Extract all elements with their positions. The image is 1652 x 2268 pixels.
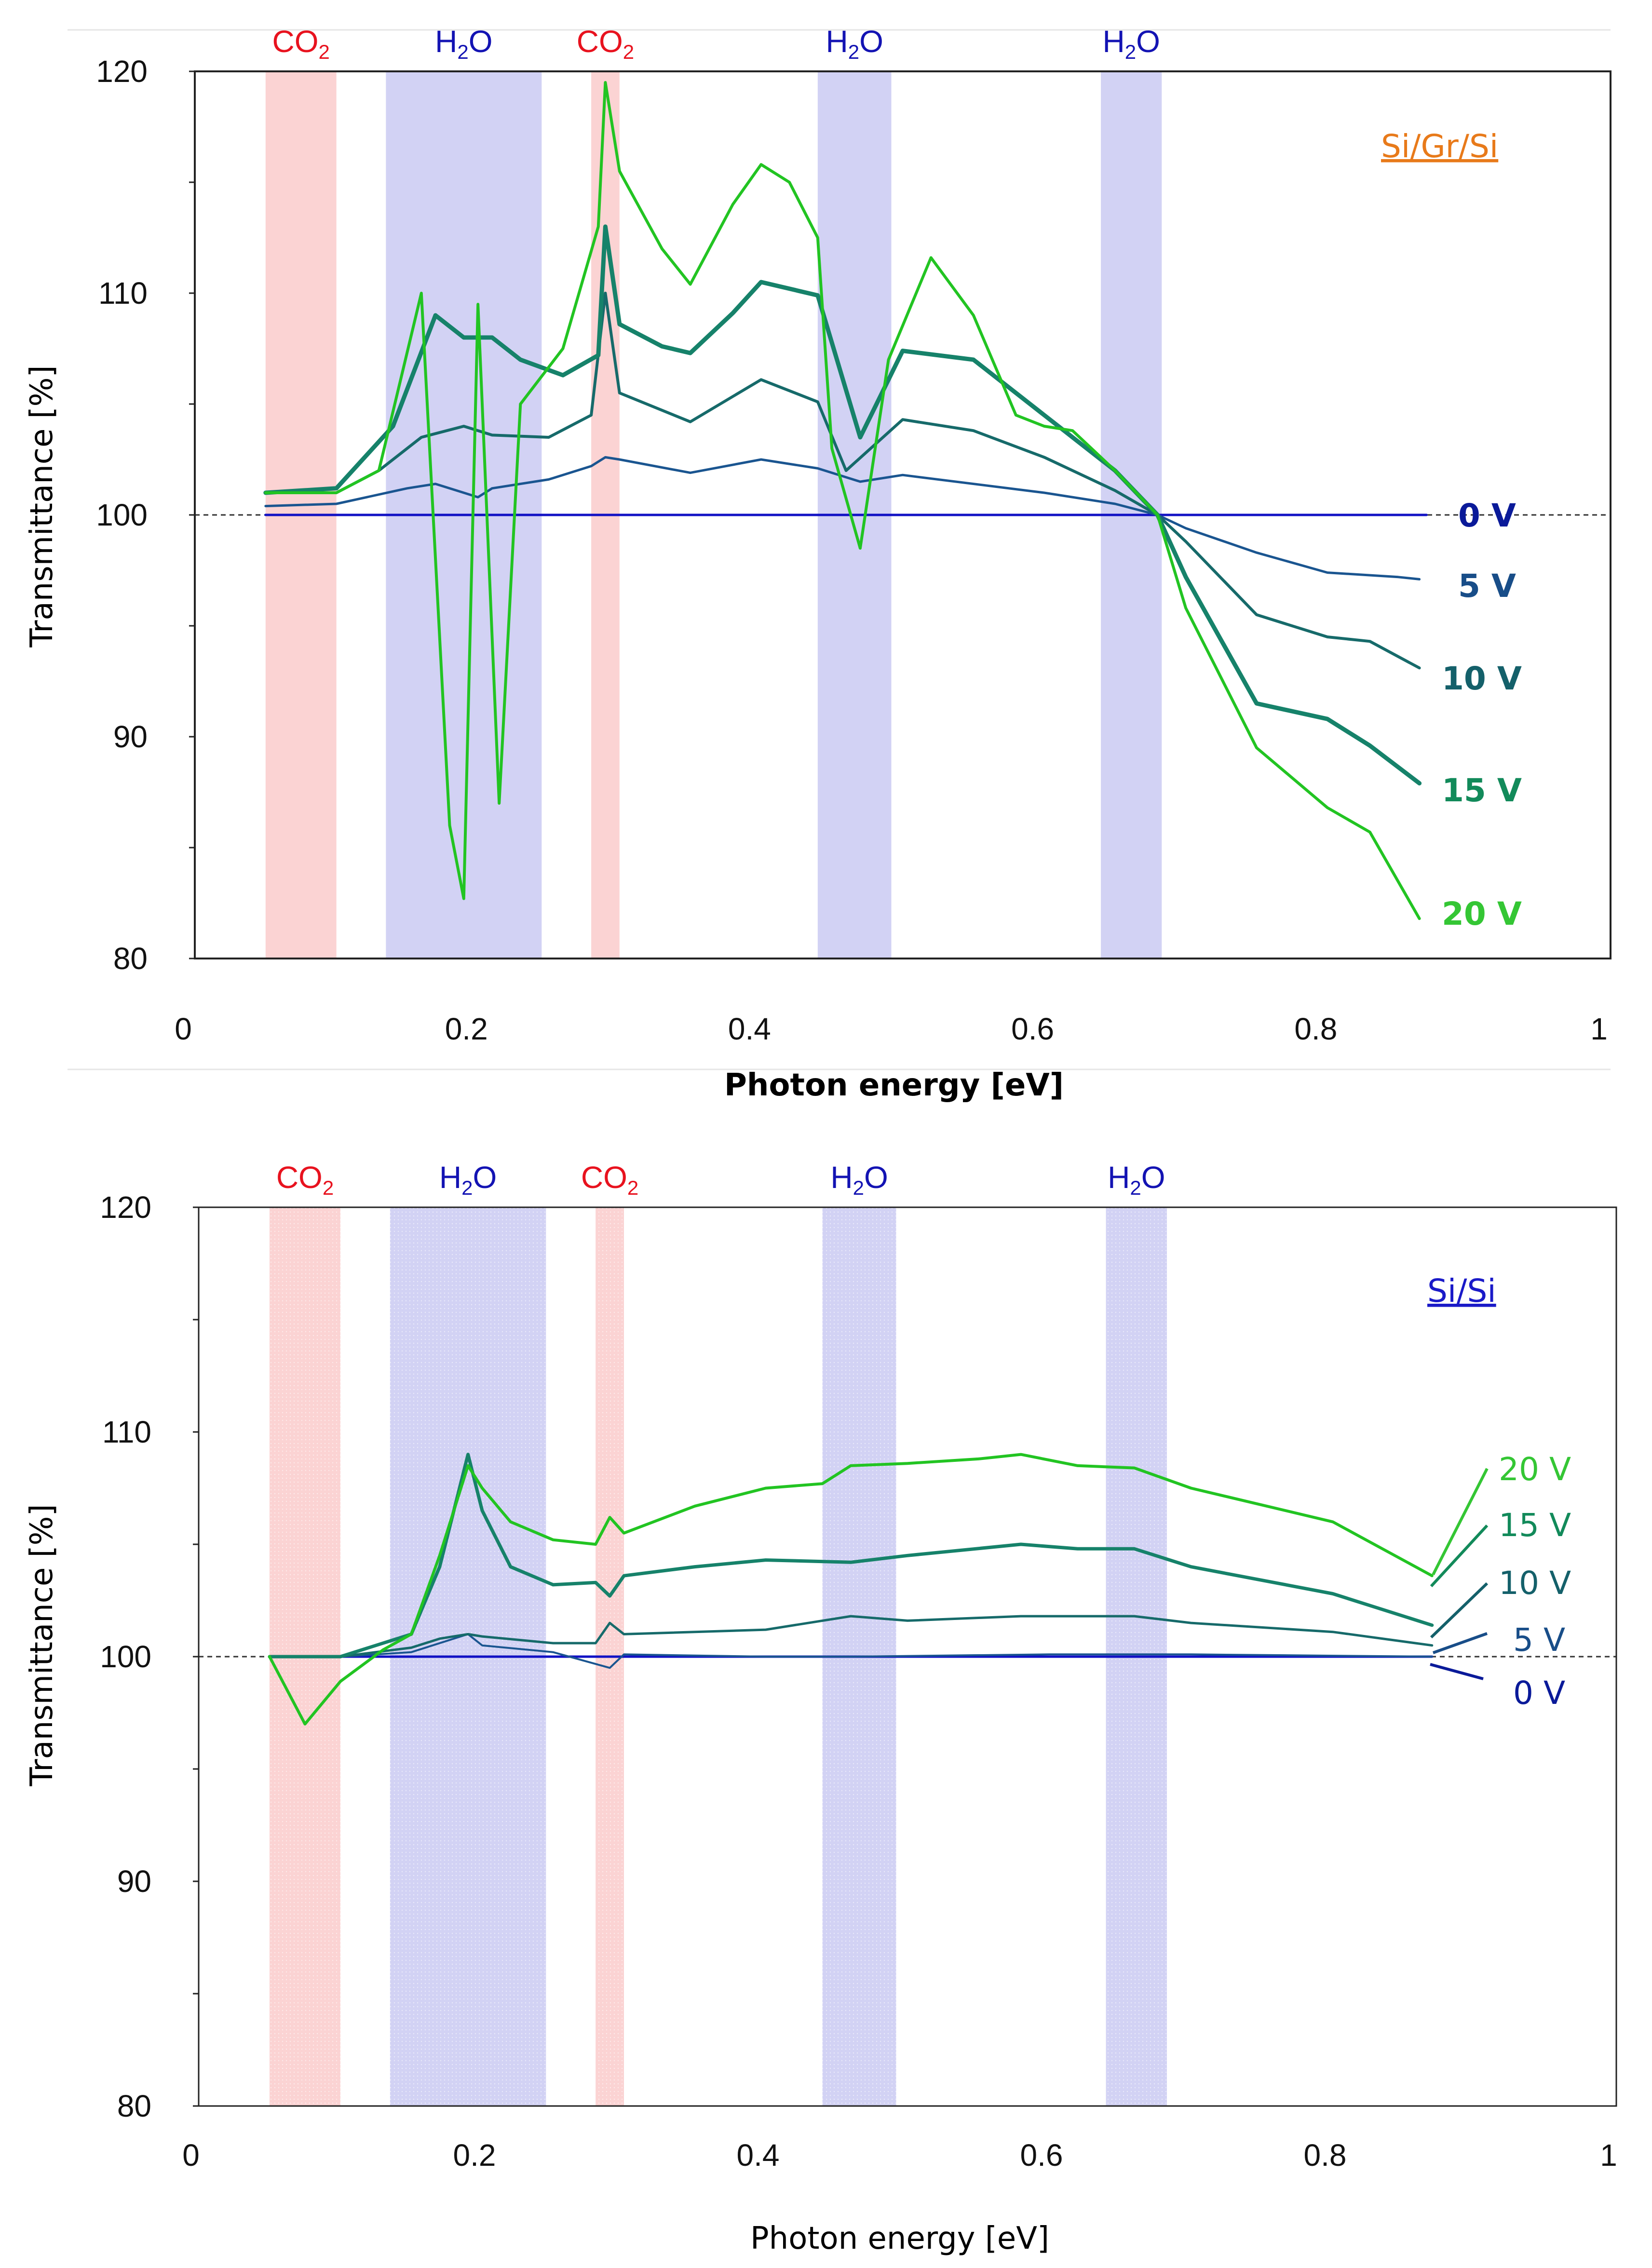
x-tick-label: 0.2 <box>445 1012 488 1046</box>
y-tick-label: 90 <box>113 719 148 754</box>
series-labels: 20 V 15 V 10 V 5 V 0 V <box>1499 1451 1571 1712</box>
axes-ticks <box>193 1206 199 2107</box>
y-tick-labels: 80 90 100 110 120 <box>96 54 148 976</box>
x-tick-label: 0.6 <box>1020 2138 1063 2173</box>
arrow-20v <box>1432 1468 1489 1576</box>
x-axis-label: Photon energy [eV] <box>724 1067 1064 1103</box>
axes-ticks <box>189 70 195 959</box>
band-label-h2o: H2O <box>435 24 492 63</box>
x-tick-labels: 0 0.2 0.4 0.6 0.8 1 <box>175 1012 1608 1046</box>
series-lines <box>263 81 1428 920</box>
arrow-5v <box>1432 1632 1488 1654</box>
x-axis-label: Photon energy [eV] <box>750 2221 1049 2256</box>
chart-panel-si-gr-si: 80 90 100 110 120 0 0.2 0.4 0.6 0.8 1 CO… <box>24 24 1611 1103</box>
series-line-v5 <box>269 1633 1433 1669</box>
band-label-h2o: H2O <box>826 24 883 63</box>
series-line-v20 <box>264 81 1421 920</box>
series-label-10v: 10 V <box>1442 660 1522 697</box>
band-label-h2o: H2O <box>1102 24 1160 63</box>
x-tick-label: 0 <box>175 1012 192 1046</box>
chart-panel-si-si: 80 90 100 110 120 0 0.2 0.4 0.6 0.8 1 CO… <box>24 1068 1617 2256</box>
series-label-10v: 10 V <box>1499 1565 1571 1602</box>
series-label-5v: 5 V <box>1513 1621 1565 1659</box>
x-tick-label: 0.4 <box>728 1012 771 1046</box>
series-label-15v: 15 V <box>1442 772 1522 809</box>
series-line-v20 <box>268 1453 1434 1726</box>
x-tick-label: 1 <box>1590 1012 1608 1046</box>
y-tick-label: 90 <box>117 1864 151 1899</box>
sample-label: Si/Si <box>1427 1272 1496 1310</box>
series-line-v15 <box>263 224 1422 786</box>
series-line-v10 <box>268 1615 1434 1658</box>
x-tick-label: 0.8 <box>1294 1012 1337 1046</box>
band-labels: CO2 H2O CO2 H2O H2O <box>276 1160 1165 1199</box>
band-label-co2: CO2 <box>276 1160 334 1199</box>
x-tick-label: 1 <box>1600 2138 1617 2173</box>
series-label-arrows <box>1430 1468 1489 1680</box>
sample-label: Si/Gr/Si <box>1381 128 1498 165</box>
x-tick-label: 0 <box>182 2138 200 2173</box>
band-label-co2: CO2 <box>581 1160 638 1199</box>
x-tick-label: 0.8 <box>1304 2138 1347 2173</box>
band-label-h2o: H2O <box>830 1160 888 1199</box>
series-label-5v: 5 V <box>1458 567 1516 605</box>
y-tick-label: 100 <box>100 1639 151 1674</box>
series-line-v10 <box>264 292 1421 670</box>
y-tick-label: 100 <box>96 498 148 532</box>
band-label-co2: CO2 <box>272 24 330 63</box>
y-tick-label: 110 <box>102 1415 151 1449</box>
y-tick-label: 110 <box>98 276 148 310</box>
arrow-10v <box>1430 1582 1489 1639</box>
series-label-15v: 15 V <box>1499 1507 1571 1544</box>
band-label-h2o: H2O <box>1108 1160 1165 1199</box>
y-axis-label: Transmittance [%] <box>24 365 60 648</box>
arrow-0v <box>1430 1663 1484 1680</box>
y-tick-label: 120 <box>100 1190 151 1225</box>
band-label-h2o: H2O <box>439 1160 497 1199</box>
series-lines <box>268 1453 1434 1726</box>
y-tick-labels: 80 90 100 110 120 <box>100 1190 151 2123</box>
x-tick-label: 0.2 <box>453 2138 496 2173</box>
band-labels: CO2 H2O CO2 H2O H2O <box>272 24 1160 63</box>
x-tick-label: 0.6 <box>1011 1012 1054 1046</box>
x-tick-labels: 0 0.2 0.4 0.6 0.8 1 <box>182 2138 1617 2173</box>
series-label-0v: 0 V <box>1513 1674 1565 1712</box>
band-label-co2: CO2 <box>577 24 634 63</box>
series-label-20v: 20 V <box>1499 1451 1571 1488</box>
y-tick-label: 80 <box>113 941 148 976</box>
series-label-0v: 0 V <box>1458 497 1516 534</box>
series-labels: 0 V 5 V 10 V 15 V 20 V <box>1442 497 1522 932</box>
y-tick-label: 80 <box>117 2089 151 2123</box>
arrow-15v <box>1430 1524 1489 1588</box>
series-label-20v: 20 V <box>1442 895 1522 932</box>
x-tick-label: 0.4 <box>737 2138 780 2173</box>
y-tick-label: 120 <box>96 54 148 89</box>
y-axis-label: Transmittance [%] <box>24 1504 60 1787</box>
series-line-v5 <box>264 456 1421 580</box>
